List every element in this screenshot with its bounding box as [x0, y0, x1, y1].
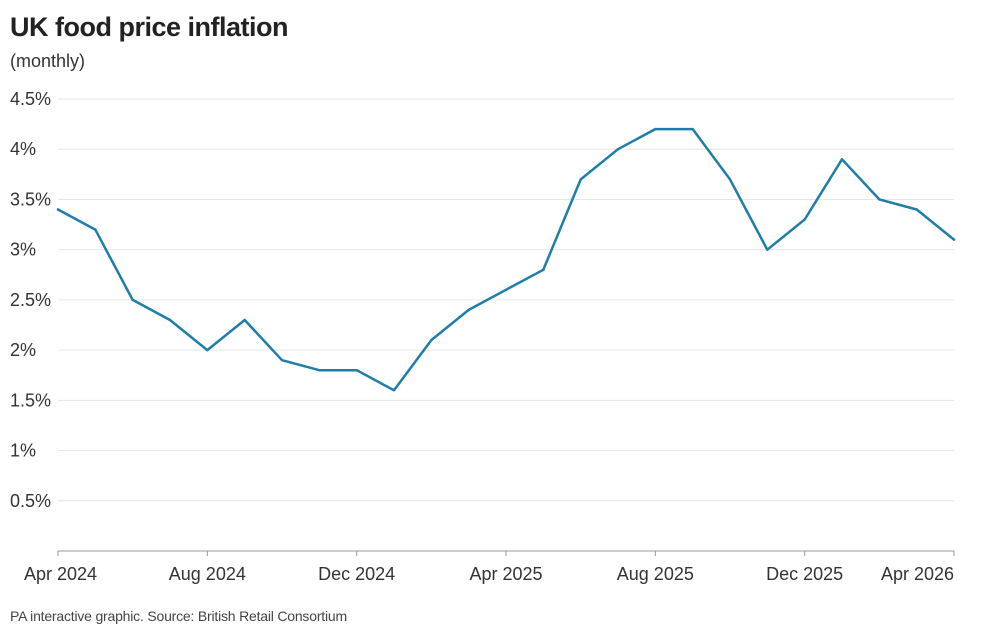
data-point [355, 369, 358, 372]
data-point [579, 178, 582, 181]
data-point [504, 288, 508, 292]
y-tick-label: 2.5% [10, 290, 51, 310]
x-axis-ticks: Apr 2024 Aug 2024 Dec 2024 Apr 2025 Aug 2025… [24, 551, 955, 584]
series-line [56, 127, 956, 392]
y-tick-label: 1.5% [10, 390, 51, 410]
data-point [168, 318, 172, 322]
y-tick-label: 2% [10, 340, 36, 360]
data-point [616, 148, 620, 151]
chart-title: UK food price inflation [10, 12, 289, 42]
data-point [467, 308, 470, 312]
gridlines [58, 98, 954, 552]
data-point [728, 178, 732, 181]
data-point [803, 218, 806, 221]
data-point [766, 248, 769, 251]
data-point [56, 208, 60, 211]
x-tick-label: Apr 2025 [469, 564, 542, 584]
series-layer [56, 127, 956, 392]
chart-subtitle: (monthly) [10, 51, 86, 71]
x-tick-label: Dec 2024 [318, 564, 395, 584]
data-point [915, 208, 918, 211]
x-tick-label: Apr 2026 [881, 564, 954, 584]
data-point [654, 127, 657, 131]
y-tick-label: 0.5% [10, 491, 51, 511]
data-point [691, 127, 694, 131]
y-axis-ticks: 0.5% 1% 1.5% 2% 2.5% 3% 3.5% 4% 4.5% [10, 89, 51, 511]
y-tick-label: 4.5% [10, 89, 51, 109]
data-point [878, 198, 881, 201]
y-tick-label: 4% [10, 139, 36, 159]
data-point [542, 268, 545, 271]
data-point [243, 318, 246, 322]
source-note: PA interactive graphic. Source: British … [10, 608, 347, 624]
x-tick-label: Aug 2025 [617, 564, 694, 584]
data-point [840, 158, 844, 161]
data-point [392, 389, 396, 392]
x-tick-label: Dec 2025 [766, 564, 843, 584]
data-point [318, 369, 321, 372]
data-point [94, 228, 97, 231]
data-point [952, 238, 956, 241]
data-point [280, 358, 284, 362]
data-point [430, 338, 433, 342]
x-tick-label: Apr 2024 [24, 564, 97, 584]
y-tick-label: 1% [10, 441, 36, 461]
y-tick-label: 3% [10, 240, 36, 260]
x-tick-label: Aug 2024 [169, 564, 246, 584]
data-point [131, 298, 134, 302]
y-tick-label: 3.5% [10, 189, 51, 209]
data-point [206, 348, 209, 352]
